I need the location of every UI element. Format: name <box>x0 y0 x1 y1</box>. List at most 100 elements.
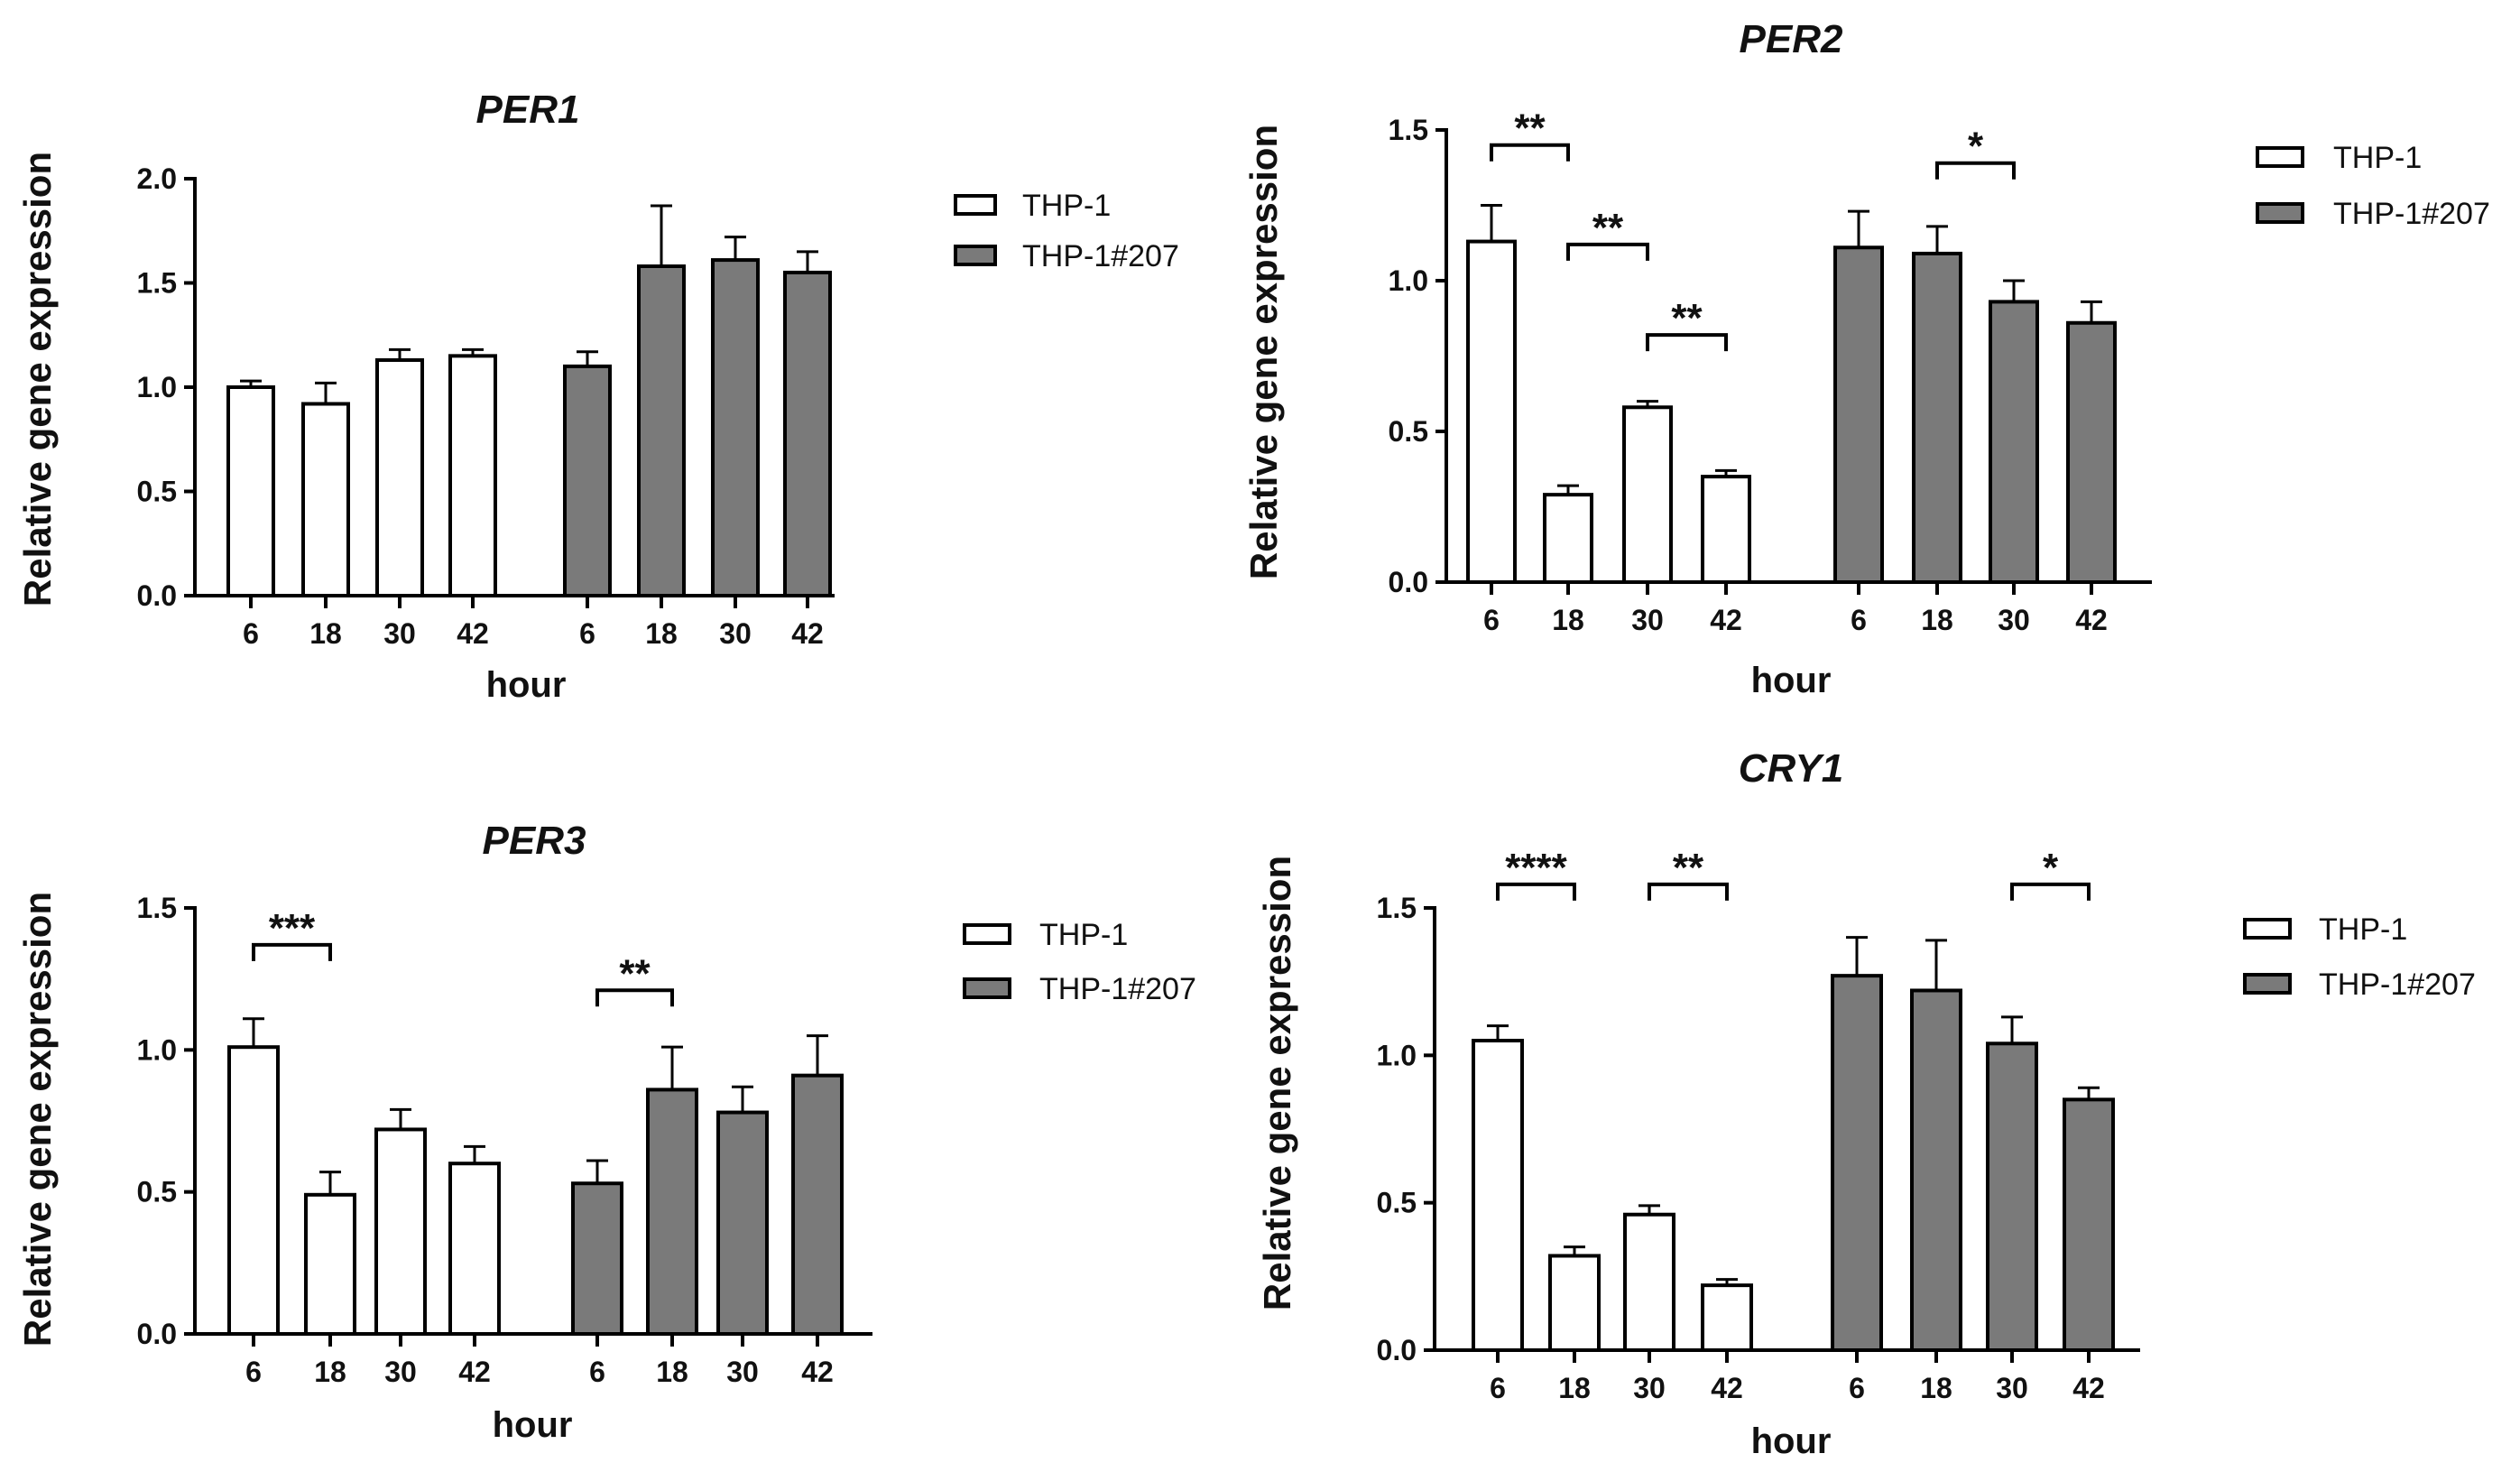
per1-legend-swatch-thp1 <box>954 194 997 216</box>
cry1-significance-label: **** <box>1505 846 1567 890</box>
per2-bar-thp1-207-6 <box>1833 245 1884 584</box>
cry1-bar-thp1-207-6 <box>1831 974 1883 1352</box>
per1-y-tick-label: 1.0 <box>137 371 177 403</box>
per2-significance-label: ** <box>1671 296 1703 340</box>
cry1-significance-bracket <box>2010 882 2091 901</box>
per3-y-tick-label: 1.5 <box>137 892 177 924</box>
per1-y-tick-label: 1.5 <box>137 267 177 300</box>
per1-y-tick-label: 0.0 <box>137 579 177 612</box>
cry1-bar-thp1-42 <box>1701 1283 1753 1352</box>
cry1-title: CRY1 <box>1739 746 1844 791</box>
per1-x-tick-label: 6 <box>579 617 595 650</box>
per1-x-tick-label: 42 <box>457 617 489 650</box>
per1-y-tick-label: 0.5 <box>137 476 177 508</box>
cry1-bar-thp1-207-30 <box>1986 1042 2038 1353</box>
cry1-x-tick-label: 18 <box>1558 1372 1591 1404</box>
per2-significance-bracket <box>1646 333 1728 352</box>
per2-significance-bracket <box>1490 143 1570 162</box>
per3-bar-thp1-207-6 <box>571 1181 623 1337</box>
per2-significance-label: * <box>1968 125 1984 169</box>
per2-title: PER2 <box>1740 17 1843 61</box>
per2-legend-swatch-thp1 <box>2256 146 2304 168</box>
per1-x-tick-label: 6 <box>243 617 259 650</box>
per2-x-tick-label: 18 <box>1552 604 1584 636</box>
per3-bar-thp1-30 <box>374 1127 427 1336</box>
per1-bar-thp1-207-30 <box>711 258 760 597</box>
per3-y-tick-label: 1.0 <box>137 1033 177 1066</box>
cry1-legend-swatch-thp1-207 <box>2243 973 2292 995</box>
per2-bar-thp1-30 <box>1622 405 1673 584</box>
per3-x-tick-label: 6 <box>589 1356 605 1388</box>
per1-legend: THP-1 THP-1#207 <box>954 189 1179 273</box>
cry1-bar-thp1-30 <box>1623 1212 1675 1352</box>
per2-y-tick-label: 0.5 <box>1389 415 1428 448</box>
per1-x-axis-label: hour <box>486 665 567 705</box>
per2-significance-bracket <box>1935 161 2016 180</box>
per2-legend-label-thp1-207: THP-1#207 <box>2333 197 2490 231</box>
per3-legend-swatch-thp1 <box>963 923 1011 945</box>
cry1-y-tick-label: 0.0 <box>1377 1334 1417 1366</box>
per2-y-tick-label: 1.5 <box>1389 114 1428 146</box>
per3-bar-thp1-207-30 <box>716 1110 769 1337</box>
per1-title: PER1 <box>476 88 580 132</box>
cry1-x-tick-label: 42 <box>2072 1372 2105 1404</box>
cry1-y-axis-label: Relative gene expression <box>1256 856 1298 1310</box>
per2-legend: THP-1 THP-1#207 <box>2256 141 2490 231</box>
per2-bar-thp1-207-18 <box>1912 251 1962 584</box>
per3-significance-label: *** <box>269 906 316 950</box>
per2-x-tick-label: 6 <box>1483 604 1500 636</box>
per3-y-tick-label: 0.0 <box>137 1318 177 1350</box>
per3-bar-thp1-42 <box>448 1162 501 1336</box>
per2-x-tick-label: 30 <box>1631 604 1664 636</box>
cry1-significance-bracket <box>1496 882 1576 901</box>
per2-bar-thp1-207-30 <box>1989 300 2039 584</box>
per3-y-axis-label: Relative gene expression <box>16 892 59 1347</box>
per1-x-tick-label: 42 <box>791 617 824 650</box>
per1-panel: PER1 Relative gene expression hour THP-1… <box>16 88 1179 705</box>
per1-bar-thp1-18 <box>301 402 350 598</box>
per3-x-tick-label: 18 <box>656 1356 688 1388</box>
per1-bar-thp1-207-18 <box>637 264 686 597</box>
per2-x-axis-label: hour <box>1751 661 1832 700</box>
per2-x-tick-label: 18 <box>1921 604 1953 636</box>
per2-significance-label: ** <box>1592 206 1624 250</box>
per1-legend-label-thp1: THP-1 <box>1022 189 1111 223</box>
per1-bar-thp1-207-42 <box>783 270 832 597</box>
per2-bar-thp1-207-42 <box>2066 320 2117 584</box>
per2-y-tick-label: 1.0 <box>1389 264 1428 297</box>
cry1-legend-label-thp1: THP-1 <box>2319 912 2407 947</box>
per2-legend-label-thp1: THP-1 <box>2333 141 2422 175</box>
per3-legend-label-thp1: THP-1 <box>1039 918 1128 952</box>
per2-bar-thp1-18 <box>1543 493 1593 585</box>
cry1-legend-label-thp1-207: THP-1#207 <box>2319 967 2476 1002</box>
per3-panel: PER3 Relative gene expression hour THP-1… <box>16 819 1196 1445</box>
per1-bar-thp1-207-6 <box>563 364 612 597</box>
per3-x-axis-label: hour <box>493 1405 573 1445</box>
per3-x-tick-label: 42 <box>458 1356 491 1388</box>
cry1-legend: THP-1 THP-1#207 <box>2243 912 2476 1002</box>
per2-y-axis-label: Relative gene expression <box>1242 125 1285 579</box>
per2-significance-label: ** <box>1514 106 1546 151</box>
cry1-bar-thp1-207-18 <box>1910 988 1962 1352</box>
cry1-significance-label: ** <box>1673 846 1704 890</box>
per2-legend-swatch-thp1-207 <box>2256 202 2304 224</box>
per1-x-tick-label: 30 <box>719 617 752 650</box>
cry1-panel: CRY1 Relative gene expression hour THP-1… <box>1256 746 2476 1461</box>
cry1-x-tick-label: 42 <box>1711 1372 1743 1404</box>
per1-y-axis-label: Relative gene expression <box>16 152 59 606</box>
cry1-x-axis-label: hour <box>1751 1421 1832 1461</box>
cry1-x-tick-label: 30 <box>1633 1372 1666 1404</box>
per3-significance-label: ** <box>619 951 651 995</box>
cry1-x-tick-label: 6 <box>1490 1372 1506 1404</box>
per2-x-tick-label: 42 <box>1710 604 1742 636</box>
per3-bar-thp1-207-18 <box>646 1088 698 1337</box>
per3-bar-thp1-6 <box>227 1045 280 1336</box>
per1-bar-thp1-42 <box>448 354 497 597</box>
per3-bar-thp1-18 <box>304 1192 356 1337</box>
per3-significance-bracket <box>595 988 674 1007</box>
cry1-y-tick-label: 1.0 <box>1377 1039 1417 1071</box>
per3-legend: THP-1 THP-1#207 <box>963 918 1196 1006</box>
cry1-legend-swatch-thp1 <box>2243 918 2292 940</box>
per2-significance-bracket <box>1566 242 1649 261</box>
